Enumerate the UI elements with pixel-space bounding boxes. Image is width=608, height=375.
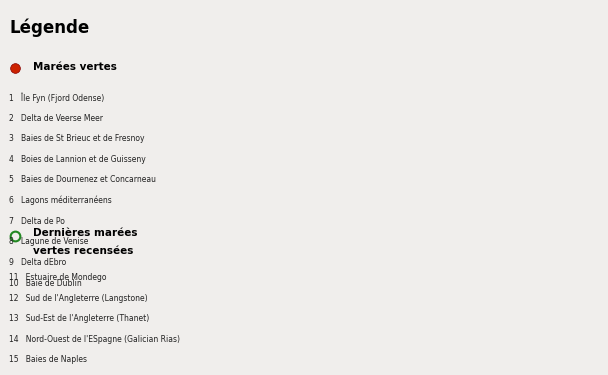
Text: 9   Delta dEbro: 9 Delta dEbro [9,258,66,267]
Text: vertes recensées: vertes recensées [33,246,133,256]
Text: 1   Île Fyn (Fjord Odense): 1 Île Fyn (Fjord Odense) [9,92,105,103]
Text: 4   Boies de Lannion et de Guisseny: 4 Boies de Lannion et de Guisseny [9,155,146,164]
Text: 11   Estuaire de Mondego: 11 Estuaire de Mondego [9,273,106,282]
Text: 7   Delta de Po: 7 Delta de Po [9,217,65,226]
Text: 13   Sud-Est de l'Angleterre (Thanet): 13 Sud-Est de l'Angleterre (Thanet) [9,314,150,323]
Text: 3   Baies de St Brieuc et de Fresnoy: 3 Baies de St Brieuc et de Fresnoy [9,134,145,143]
Text: Marées vertes: Marées vertes [33,63,117,72]
Text: 12   Sud de l'Angleterre (Langstone): 12 Sud de l'Angleterre (Langstone) [9,294,148,303]
Text: 6   Lagons méditerranéens: 6 Lagons méditerranéens [9,196,112,206]
Text: 14   Nord-Ouest de l'ESpagne (Galician Rias): 14 Nord-Ouest de l'ESpagne (Galician Ria… [9,335,180,344]
Text: 8   Lagune de Venise: 8 Lagune de Venise [9,237,89,246]
Text: 2   Delta de Veerse Meer: 2 Delta de Veerse Meer [9,114,103,123]
Text: 15   Baies de Naples: 15 Baies de Naples [9,356,87,364]
Text: Dernières marées: Dernières marées [33,228,137,237]
Text: Légende: Légende [9,19,89,37]
Text: 10   Baie de Dublin: 10 Baie de Dublin [9,279,82,288]
Text: 5   Baies de Dournenez et Concarneau: 5 Baies de Dournenez et Concarneau [9,176,156,184]
